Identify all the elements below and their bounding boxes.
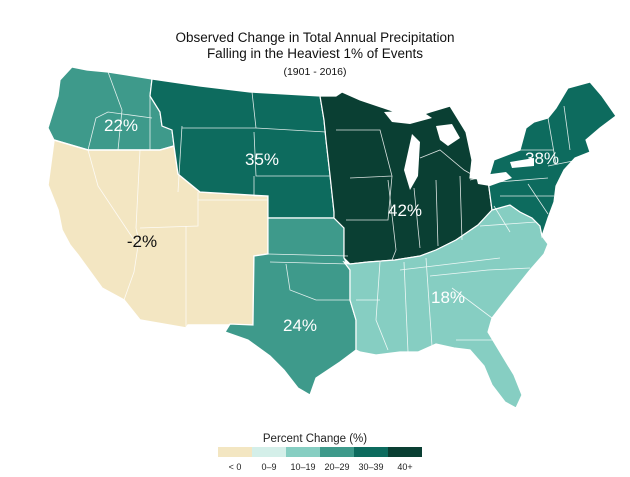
- title-line-1: Observed Change in Total Annual Precipit…: [175, 30, 455, 45]
- legend-label: 30–39: [358, 462, 384, 472]
- region-labels: 22% -2% 35% 24% 42% 18% 38%: [104, 116, 559, 335]
- state-borders: [87, 71, 579, 353]
- legend-title: Percent Change (%): [262, 433, 368, 445]
- legend-label: < 0: [228, 462, 242, 472]
- map-subtitle: (1901 - 2016): [283, 66, 347, 78]
- legend-labels: < 0 0–9 10–19 20–29 30–39 40+: [218, 462, 422, 472]
- map-title: Observed Change in Total Annual Precipit…: [0, 30, 630, 79]
- legend-swatches: [218, 447, 422, 457]
- great-lakes: [384, 110, 534, 190]
- label-southwest: -2%: [127, 232, 157, 251]
- title-line-2: Falling in the Heaviest 1% of Events: [206, 46, 424, 61]
- label-northeast: 38%: [525, 149, 559, 168]
- legend-label: 10–19: [290, 462, 316, 472]
- region-southeast: [342, 204, 549, 409]
- legend-swatch: [354, 447, 388, 457]
- legend-label: 40+: [397, 462, 413, 472]
- legend-swatch: [252, 447, 286, 457]
- label-great-plains-south: 24%: [283, 316, 317, 335]
- label-northwest: 22%: [104, 116, 138, 135]
- label-southeast: 18%: [431, 288, 465, 307]
- label-midwest: 42%: [388, 201, 422, 220]
- legend-label: 20–29: [324, 462, 350, 472]
- legend-swatch: [286, 447, 320, 457]
- legend-swatch: [388, 447, 422, 457]
- label-great-plains-north: 35%: [245, 150, 279, 169]
- legend-swatch: [320, 447, 354, 457]
- legend-swatch: [218, 447, 252, 457]
- region-great-plains-south: [224, 217, 357, 396]
- region-northeast: [487, 81, 617, 239]
- legend-label: 0–9: [261, 462, 277, 472]
